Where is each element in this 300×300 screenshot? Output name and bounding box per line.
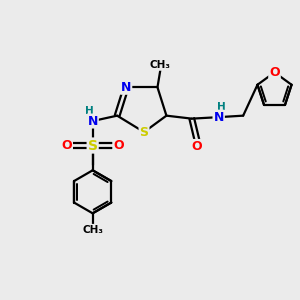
Text: O: O — [61, 139, 72, 152]
Text: O: O — [113, 139, 124, 152]
Text: O: O — [192, 140, 202, 153]
Text: S: S — [88, 139, 98, 152]
Text: O: O — [269, 66, 280, 79]
Text: N: N — [121, 81, 131, 94]
Text: CH₃: CH₃ — [82, 225, 103, 235]
Text: H: H — [217, 102, 225, 112]
Text: S: S — [140, 126, 148, 139]
Text: N: N — [214, 111, 224, 124]
Text: CH₃: CH₃ — [150, 60, 171, 70]
Text: N: N — [88, 115, 98, 128]
Text: H: H — [85, 106, 94, 116]
